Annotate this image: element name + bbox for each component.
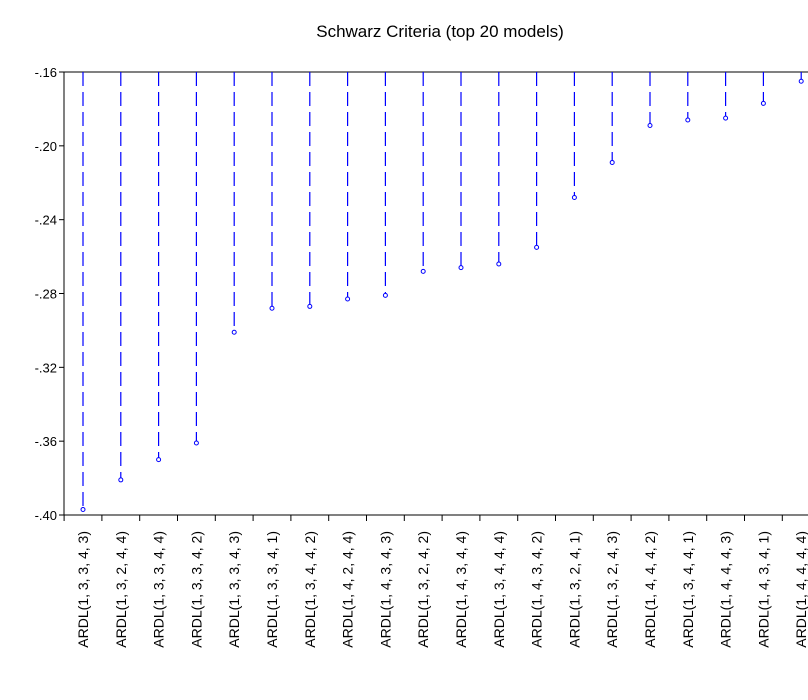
data-point: [571, 195, 577, 201]
data-point: [118, 477, 124, 483]
y-tick-label: -.16: [35, 65, 57, 80]
x-category-label: ARDL(1, 4, 3, 4, 4): [453, 531, 469, 648]
y-tick-label: -.28: [35, 287, 57, 302]
data-point: [193, 440, 199, 446]
x-category-label: ARDL(1, 3, 3, 4, 2): [188, 531, 204, 648]
data-point: [760, 100, 766, 106]
x-category-label: ARDL(1, 3, 3, 4, 4): [151, 531, 167, 648]
data-point: [307, 303, 313, 309]
data-point: [231, 329, 237, 335]
x-category-label: ARDL(1, 3, 4, 4, 2): [302, 531, 318, 648]
x-category-label: ARDL(1, 3, 2, 4, 2): [415, 531, 431, 648]
data-point: [420, 268, 426, 274]
x-category-label: ARDL(1, 4, 3, 4, 1): [755, 531, 771, 648]
x-category-label: ARDL(1, 4, 3, 4, 2): [529, 531, 545, 648]
data-point: [382, 292, 388, 298]
y-tick-label: -.20: [35, 139, 57, 154]
x-category-label: ARDL(1, 3, 4, 4, 1): [680, 531, 696, 648]
plot-area: -.16 -.20 -.24 -.28 -.32 -.36 -.40 ARDL(1, 3, 3…: [35, 65, 808, 648]
x-category-label: ARDL(1, 4, 4, 4, 3): [718, 531, 734, 648]
y-tick-label: -.40: [35, 508, 57, 523]
data-point: [80, 506, 86, 512]
x-category-label: ARDL(1, 3, 3, 4, 1): [264, 531, 280, 648]
data-point: [156, 457, 162, 463]
data-point: [798, 78, 804, 84]
data-point: [458, 265, 464, 271]
x-category-label: ARDL(1, 4, 3, 4, 3): [377, 531, 393, 648]
data-point: [496, 261, 502, 267]
x-category-label: ARDL(1, 3, 2, 4, 3): [604, 531, 620, 648]
x-category-label: ARDL(1, 3, 3, 4, 3): [226, 531, 242, 648]
data-point: [269, 305, 275, 311]
x-category-label: ARDL(1, 3, 2, 4, 1): [566, 531, 582, 648]
y-tick-label: -.36: [35, 434, 57, 449]
data-point: [534, 244, 540, 250]
x-category-label: ARDL(1, 3, 3, 4, 3): [75, 531, 91, 648]
x-category-label: ARDL(1, 3, 2, 4, 4): [113, 531, 129, 648]
chart-title: Schwarz Criteria (top 20 models): [316, 22, 564, 41]
data-point: [685, 117, 691, 123]
x-category-label: ARDL(1, 4, 4, 4, 2): [642, 531, 658, 648]
data-point: [345, 296, 351, 302]
data-point: [647, 123, 653, 129]
x-category-label: ARDL(1, 4, 2, 4, 4): [340, 531, 356, 648]
y-tick-label: -.32: [35, 360, 57, 375]
x-category-label: ARDL(1, 4, 4, 4, 4): [793, 531, 808, 648]
y-tick-label: -.24: [35, 213, 57, 228]
data-point: [723, 115, 729, 121]
data-point: [609, 159, 615, 165]
x-category-label: ARDL(1, 3, 4, 4, 4): [491, 531, 507, 648]
